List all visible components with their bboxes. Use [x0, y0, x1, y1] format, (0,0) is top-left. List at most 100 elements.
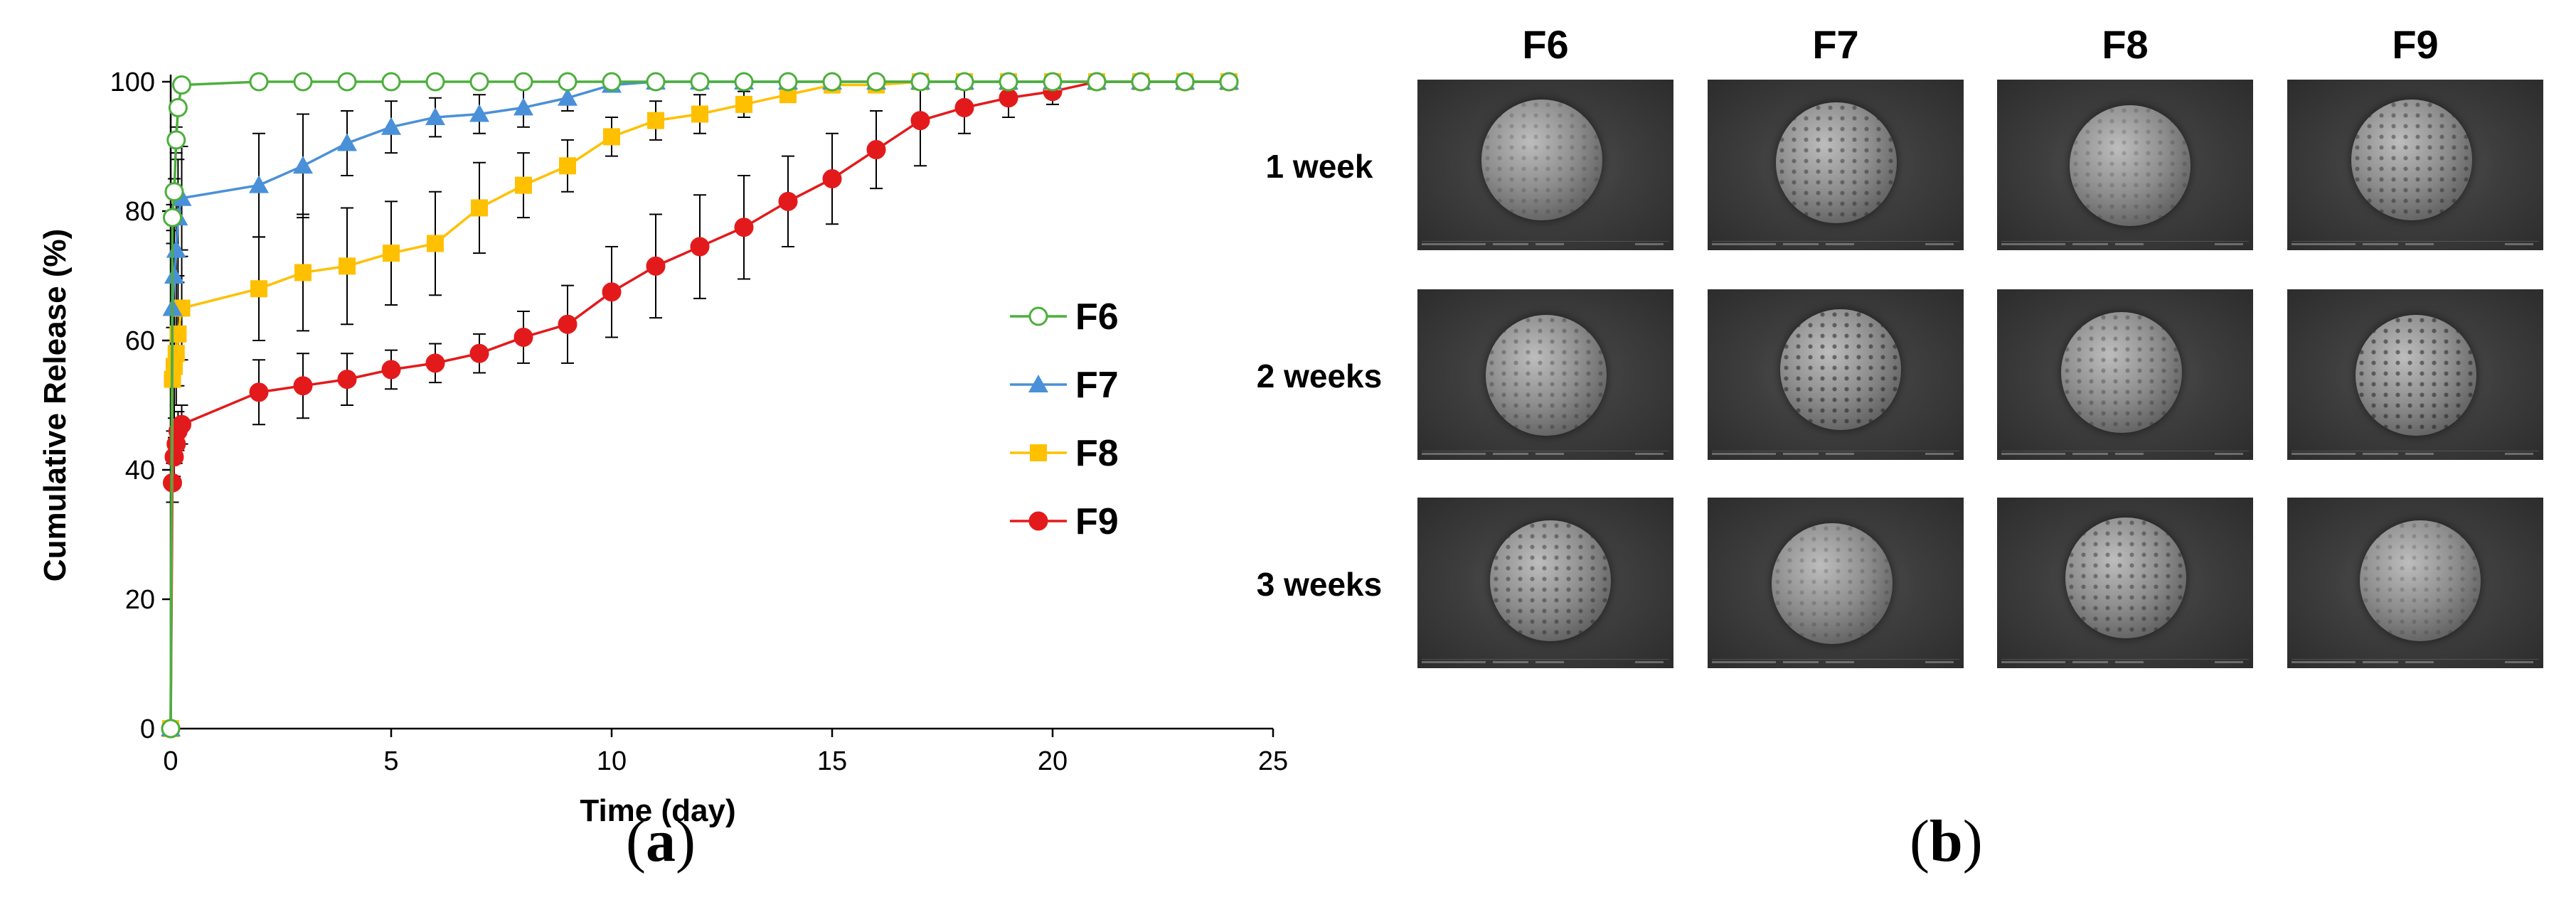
data-point-f6 — [1175, 72, 1195, 92]
data-point-f6 — [954, 72, 974, 92]
data-point-f9 — [469, 343, 489, 363]
microsphere — [2360, 520, 2481, 641]
microsphere-pores — [1772, 523, 1893, 644]
sem-micrograph — [1997, 80, 2253, 250]
data-point-f9 — [999, 88, 1018, 108]
sem-micrograph — [1997, 498, 2253, 668]
data-point-f6 — [1043, 72, 1063, 92]
data-point-f8 — [691, 105, 708, 123]
data-point-f6 — [558, 72, 578, 92]
sem-row-label: 2 weeks — [1256, 358, 1383, 395]
sem-info-bar — [1712, 451, 1959, 457]
sem-row-label: 3 weeks — [1256, 566, 1383, 603]
data-point-f6 — [469, 72, 489, 92]
series-line-f9 — [169, 80, 1229, 729]
microsphere — [2070, 105, 2191, 226]
data-point-f6 — [1087, 72, 1107, 92]
data-point-f7 — [249, 175, 269, 193]
data-point-f7 — [513, 97, 533, 116]
data-point-f6 — [293, 72, 313, 92]
sem-column-header: F6 — [1522, 22, 1569, 67]
data-point-f7 — [293, 156, 313, 174]
data-point-f7 — [381, 117, 401, 135]
panel-a-label: (a) — [626, 808, 696, 874]
series-line-f8 — [169, 80, 1229, 729]
data-point-f6 — [822, 72, 842, 92]
panel-b-letter: b — [1929, 808, 1963, 874]
sem-column-header: F7 — [1812, 22, 1859, 67]
x-tick-label: 25 — [1258, 746, 1288, 776]
data-point-f6 — [425, 72, 445, 92]
data-point-f6 — [249, 72, 269, 92]
sem-info-bar — [1712, 241, 1959, 247]
microsphere — [1776, 102, 1897, 223]
legend-marker — [1028, 306, 1048, 326]
data-point-f9 — [425, 353, 445, 373]
data-point-f6 — [734, 72, 754, 92]
sem-micrograph — [2287, 80, 2543, 250]
microsphere-pores — [2360, 520, 2481, 641]
data-point-f8 — [735, 95, 752, 113]
sem-column-header: F8 — [2102, 22, 2149, 67]
microsphere-pores — [2351, 100, 2472, 220]
microsphere — [1481, 100, 1602, 220]
data-point-f8 — [471, 199, 488, 217]
sem-row-label: 1 week — [1265, 148, 1373, 185]
data-point-f6 — [602, 72, 622, 92]
microsphere — [1490, 520, 1611, 641]
microsphere — [1486, 315, 1607, 436]
sem-micrograph — [1708, 498, 1964, 668]
sem-micrograph — [2287, 289, 2543, 460]
microsphere-pores — [1490, 520, 1611, 641]
data-point-f9 — [558, 314, 578, 334]
data-point-f6 — [690, 72, 710, 92]
legend-marker — [1028, 511, 1048, 531]
data-point-f8 — [339, 257, 356, 275]
legend-label: F7 — [1075, 365, 1119, 406]
sem-info-bar — [1422, 659, 1669, 665]
release-chart-plot: 0 20 40 60 80 100 0 5 10 15 20 25 Time (day) Cumulati… — [38, 68, 1288, 828]
data-point-f6 — [1219, 72, 1239, 92]
data-point-f6 — [162, 208, 182, 227]
y-tick-label: 100 — [110, 68, 155, 97]
sem-micrograph — [1708, 80, 1964, 250]
microsphere — [2061, 312, 2182, 433]
data-point-f9 — [778, 191, 798, 211]
data-point-f7 — [166, 240, 186, 258]
series-line-f7 — [169, 80, 1229, 729]
data-point-f9 — [646, 256, 666, 276]
sem-info-bar — [2292, 241, 2539, 247]
microsphere — [2065, 517, 2186, 638]
microsphere-pores — [2061, 312, 2182, 433]
data-point-f7 — [558, 87, 578, 106]
data-point-f9 — [822, 169, 842, 188]
x-tick-label: 15 — [817, 746, 847, 776]
data-point-f8 — [647, 112, 664, 129]
data-point-f8 — [559, 157, 576, 175]
data-point-f6 — [161, 719, 181, 739]
data-point-f6 — [1131, 72, 1151, 92]
legend-label: F8 — [1075, 433, 1119, 474]
microsphere-pores — [2070, 105, 2191, 226]
data-point-f6 — [646, 72, 666, 92]
sem-micrograph — [1417, 289, 1673, 460]
microsphere — [1780, 309, 1901, 430]
y-tick-label: 40 — [125, 456, 155, 485]
microsphere-pores — [2065, 517, 2186, 638]
data-point-f9 — [690, 237, 710, 257]
data-point-f6 — [778, 72, 798, 92]
sem-info-bar — [1422, 451, 1669, 457]
data-point-f6 — [999, 72, 1018, 92]
data-point-f8 — [427, 235, 444, 252]
legend-marker — [1028, 375, 1048, 392]
y-axis-title: Cumulative Release (%) — [38, 229, 73, 581]
x-tick-label: 10 — [597, 746, 627, 776]
data-point-f6 — [337, 72, 357, 92]
x-tick-label: 20 — [1038, 746, 1068, 776]
sem-column-header: F9 — [2392, 22, 2439, 67]
sem-micrograph — [1417, 80, 1673, 250]
sem-info-bar — [2292, 451, 2539, 457]
sem-info-bar — [2001, 241, 2249, 247]
data-point-f9 — [381, 360, 401, 380]
